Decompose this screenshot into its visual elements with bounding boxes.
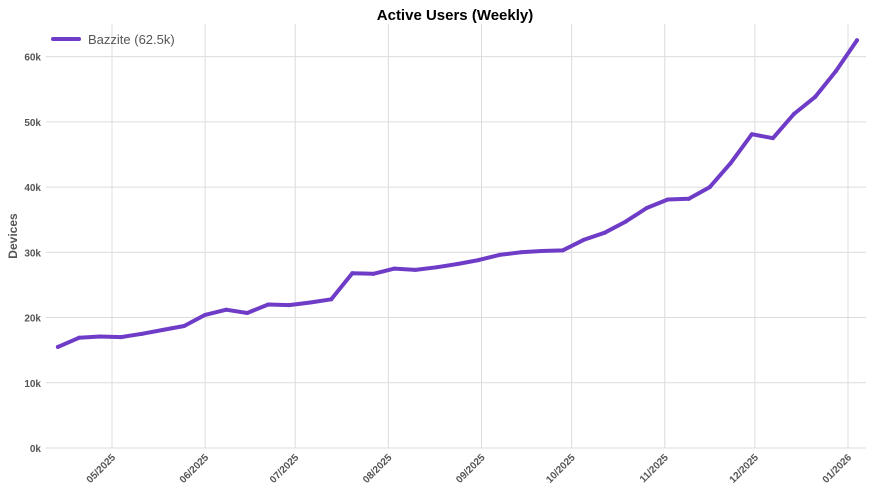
data-point bbox=[224, 307, 229, 312]
y-axis-ticks: 0k 10k 20k 30k 40k 50k 60k bbox=[24, 53, 41, 455]
x-tick-label: 10/2025 bbox=[544, 452, 578, 486]
data-point bbox=[812, 95, 817, 100]
data-point bbox=[686, 196, 691, 201]
x-tick-label: 09/2025 bbox=[454, 452, 488, 486]
data-point bbox=[308, 300, 313, 305]
data-point bbox=[329, 297, 334, 302]
data-point bbox=[203, 312, 208, 317]
data-point bbox=[76, 335, 81, 340]
y-tick-label: 10k bbox=[24, 379, 41, 390]
data-point bbox=[55, 344, 60, 349]
data-point bbox=[644, 205, 649, 210]
series-layer bbox=[55, 38, 860, 349]
y-tick-label: 40k bbox=[24, 183, 41, 194]
data-point bbox=[245, 310, 250, 315]
data-point bbox=[287, 303, 292, 308]
grid-layer bbox=[46, 24, 866, 449]
data-point bbox=[560, 248, 565, 253]
x-tick-label: 11/2025 bbox=[638, 452, 671, 485]
y-tick-label: 30k bbox=[24, 248, 41, 259]
data-point bbox=[791, 112, 796, 117]
data-point bbox=[518, 250, 523, 255]
data-point bbox=[476, 258, 481, 263]
x-tick-label: 12/2025 bbox=[728, 452, 762, 486]
data-point bbox=[392, 266, 397, 271]
y-tick-label: 50k bbox=[24, 118, 41, 129]
x-tick-label: 07/2025 bbox=[268, 452, 302, 486]
x-tick-label: 01/2026 bbox=[821, 452, 855, 486]
data-point bbox=[665, 197, 670, 202]
data-point bbox=[161, 327, 166, 332]
data-point bbox=[707, 185, 712, 190]
data-point bbox=[497, 252, 502, 257]
data-point bbox=[119, 335, 124, 340]
data-point bbox=[855, 38, 860, 43]
data-point bbox=[602, 230, 607, 235]
data-point bbox=[97, 334, 102, 339]
data-point bbox=[770, 136, 775, 141]
y-tick-label: 0k bbox=[30, 444, 42, 455]
legend: Bazzite (62.5k) bbox=[51, 32, 175, 47]
x-tick-label: 08/2025 bbox=[361, 452, 395, 486]
data-point bbox=[140, 331, 145, 336]
data-point bbox=[413, 267, 418, 272]
data-point bbox=[434, 265, 439, 270]
legend-label: Bazzite (62.5k) bbox=[88, 32, 175, 47]
data-point bbox=[266, 302, 271, 307]
data-point bbox=[539, 249, 544, 254]
x-tick-label: 06/2025 bbox=[178, 452, 212, 486]
y-axis-label: Devices bbox=[6, 213, 20, 259]
x-axis-ticks: 05/2025 06/2025 07/2025 08/2025 09/2025 10/20… bbox=[85, 452, 855, 486]
data-point bbox=[371, 271, 376, 276]
data-point bbox=[455, 262, 460, 267]
data-point bbox=[728, 160, 733, 165]
chart-title: Active Users (Weekly) bbox=[377, 7, 533, 24]
data-point bbox=[581, 237, 586, 242]
y-tick-label: 20k bbox=[24, 314, 41, 325]
data-point bbox=[833, 68, 838, 73]
data-point bbox=[623, 219, 628, 224]
data-point bbox=[182, 324, 187, 329]
data-point bbox=[350, 271, 355, 276]
x-tick-label: 05/2025 bbox=[85, 452, 119, 486]
series-line bbox=[55, 38, 859, 349]
data-point bbox=[749, 132, 754, 137]
y-tick-label: 60k bbox=[24, 53, 41, 64]
